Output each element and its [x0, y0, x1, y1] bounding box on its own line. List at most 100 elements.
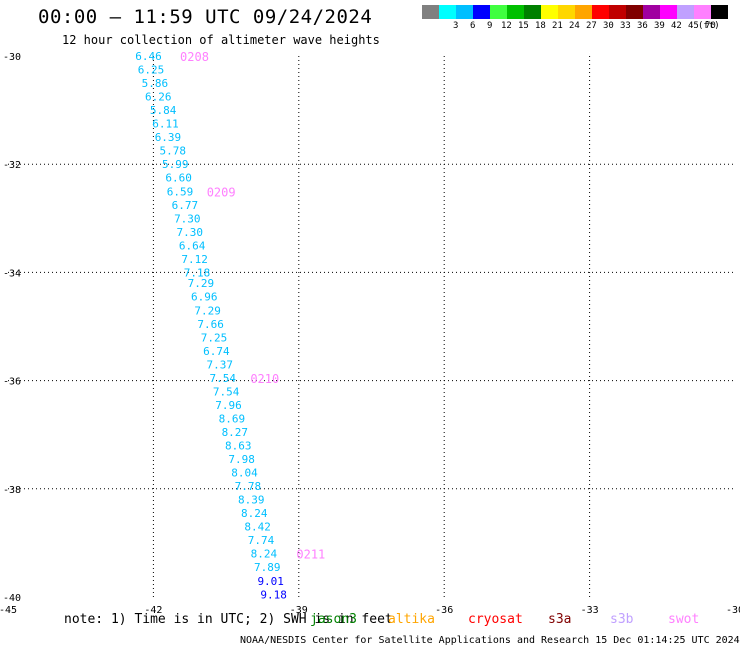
- x-tick-label: -33: [581, 605, 599, 616]
- wave-height-point: 7.74: [248, 534, 275, 547]
- wave-height-point: 6.26: [145, 91, 172, 104]
- color-legend-labels: 3 6 9 12 15 18 21 24 27 30 33 36 39 42 45 70 (ft): [422, 21, 740, 33]
- legend-bin-label: 30: [603, 21, 614, 31]
- wave-height-point: 7.54: [213, 385, 240, 398]
- wave-height-point: 8.63: [225, 440, 252, 453]
- legend-swatch: [473, 5, 490, 19]
- wave-height-point: 7.25: [201, 331, 228, 344]
- satellite-label: s3b: [610, 612, 634, 627]
- legend-bin-label: 6: [470, 21, 476, 31]
- wave-height-point: 7.89: [254, 561, 281, 574]
- legend-swatch: [422, 5, 439, 19]
- wave-height-point: 8.42: [244, 521, 271, 534]
- legend-bin-label: 70: [705, 21, 716, 31]
- legend-swatch: [507, 5, 524, 19]
- legend-bin-label: 9: [487, 21, 493, 31]
- color-legend: [422, 5, 728, 19]
- legend-bin-label: 18: [535, 21, 546, 31]
- wave-height-point: 5.84: [150, 104, 177, 117]
- credit-line: NOAA/NESDIS Center for Satellite Applica…: [240, 635, 740, 646]
- wave-height-point: 6.64: [179, 239, 206, 252]
- wave-height-point: 6.46: [135, 50, 162, 63]
- satellite-label: cryosat: [468, 612, 523, 627]
- pass-time-label: 0209: [207, 185, 236, 199]
- y-tick-label: -32: [3, 160, 21, 171]
- legend-bin-label: 3: [453, 21, 459, 31]
- legend-swatch: [439, 5, 456, 19]
- legend-bin-label: 45: [688, 21, 699, 31]
- wave-height-point: 7.30: [174, 212, 201, 225]
- pass-time-label: 0210: [250, 372, 279, 386]
- map-title: 00:00 – 11:59 UTC 09/24/2024: [38, 6, 373, 28]
- wave-height-point: 7.54: [209, 372, 236, 385]
- wave-height-point: 6.25: [138, 64, 165, 77]
- pass-time-label: 0211: [296, 548, 325, 562]
- pass-time-label: 0208: [180, 50, 209, 64]
- x-tick-label: -30: [726, 605, 740, 616]
- wave-height-point: 7.66: [197, 318, 224, 331]
- legend-swatch: [524, 5, 541, 19]
- wave-height-labels: 6.466.255.866.265.846.116.395.785.996.60…: [135, 50, 287, 601]
- legend-swatch: [626, 5, 643, 19]
- legend-bin-label: 39: [654, 21, 665, 31]
- legend-bin-label: 21: [552, 21, 563, 31]
- legend-bin-label: 42: [671, 21, 682, 31]
- wave-height-point: 8.39: [238, 494, 265, 507]
- y-tick-label: -34: [3, 268, 21, 279]
- wave-height-point: 7.29: [188, 277, 215, 290]
- legend-swatch: [592, 5, 609, 19]
- legend-bin-label: 12: [501, 21, 512, 31]
- pass-time-annotations: 0208 0209 0210 0211: [180, 50, 325, 562]
- wave-height-point: 7.96: [215, 399, 242, 412]
- legend-swatch: [609, 5, 626, 19]
- units-note: note: 1) Time is in UTC; 2) SWH is in fe…: [64, 612, 393, 627]
- wave-height-point: 8.24: [241, 507, 268, 520]
- lat-lon-grid: [8, 56, 735, 597]
- y-tick-label: -30: [3, 52, 21, 63]
- legend-swatch: [575, 5, 592, 19]
- y-tick-label: -40: [3, 593, 21, 604]
- wave-height-point: 9.18: [260, 588, 287, 601]
- legend-swatch: [660, 5, 677, 19]
- wave-height-point: 7.29: [194, 304, 221, 317]
- wave-height-point: 7.12: [181, 253, 208, 266]
- legend-unit: (ft): [698, 21, 720, 31]
- satellite-label: swot: [668, 612, 700, 627]
- y-tick-label: -36: [3, 377, 21, 388]
- satellite-label: s3a: [548, 612, 572, 627]
- wave-height-point: 6.59: [167, 185, 194, 198]
- y-tick-label: -38: [3, 485, 21, 496]
- x-tick-label: -39: [290, 605, 308, 616]
- wave-height-point: 7.98: [228, 453, 255, 466]
- legend-swatch: [643, 5, 660, 19]
- x-tick-label: -42: [144, 605, 162, 616]
- wave-height-point: 8.27: [222, 426, 249, 439]
- legend-swatch: [456, 5, 473, 19]
- satellite-label: altika: [388, 612, 435, 627]
- map-subtitle: 12 hour collection of altimeter wave hei…: [62, 33, 380, 47]
- legend-bin-label: 27: [586, 21, 597, 31]
- wave-height-point: 5.99: [162, 158, 189, 171]
- wave-height-point: 6.74: [203, 345, 230, 358]
- wave-height-point: 7.37: [207, 358, 234, 371]
- wave-height-point: 6.60: [165, 172, 192, 185]
- wave-height-point: 7.18: [184, 266, 211, 279]
- x-tick-label: -36: [435, 605, 453, 616]
- legend-swatch: [541, 5, 558, 19]
- legend-bin-label: 15: [518, 21, 529, 31]
- wave-height-point: 8.69: [219, 412, 246, 425]
- legend-swatch: [677, 5, 694, 19]
- wave-height-point: 8.04: [231, 467, 258, 480]
- legend-swatch: [490, 5, 507, 19]
- wave-height-point: 6.11: [152, 118, 179, 131]
- x-tick-label: -45: [0, 605, 17, 616]
- legend-bin-label: 33: [620, 21, 631, 31]
- legend-bin-label: 36: [637, 21, 648, 31]
- wave-height-point: 6.39: [155, 131, 182, 144]
- wave-height-point: 9.01: [257, 575, 284, 588]
- wave-height-point: 8.24: [251, 548, 278, 561]
- satellite-label: jason3: [310, 612, 357, 627]
- axis-tick-labels: -45 -42 -39 -36 -33 -30 -30 -32 -34 -36 -38 -40: [0, 52, 740, 616]
- wave-height-point: 6.77: [172, 199, 199, 212]
